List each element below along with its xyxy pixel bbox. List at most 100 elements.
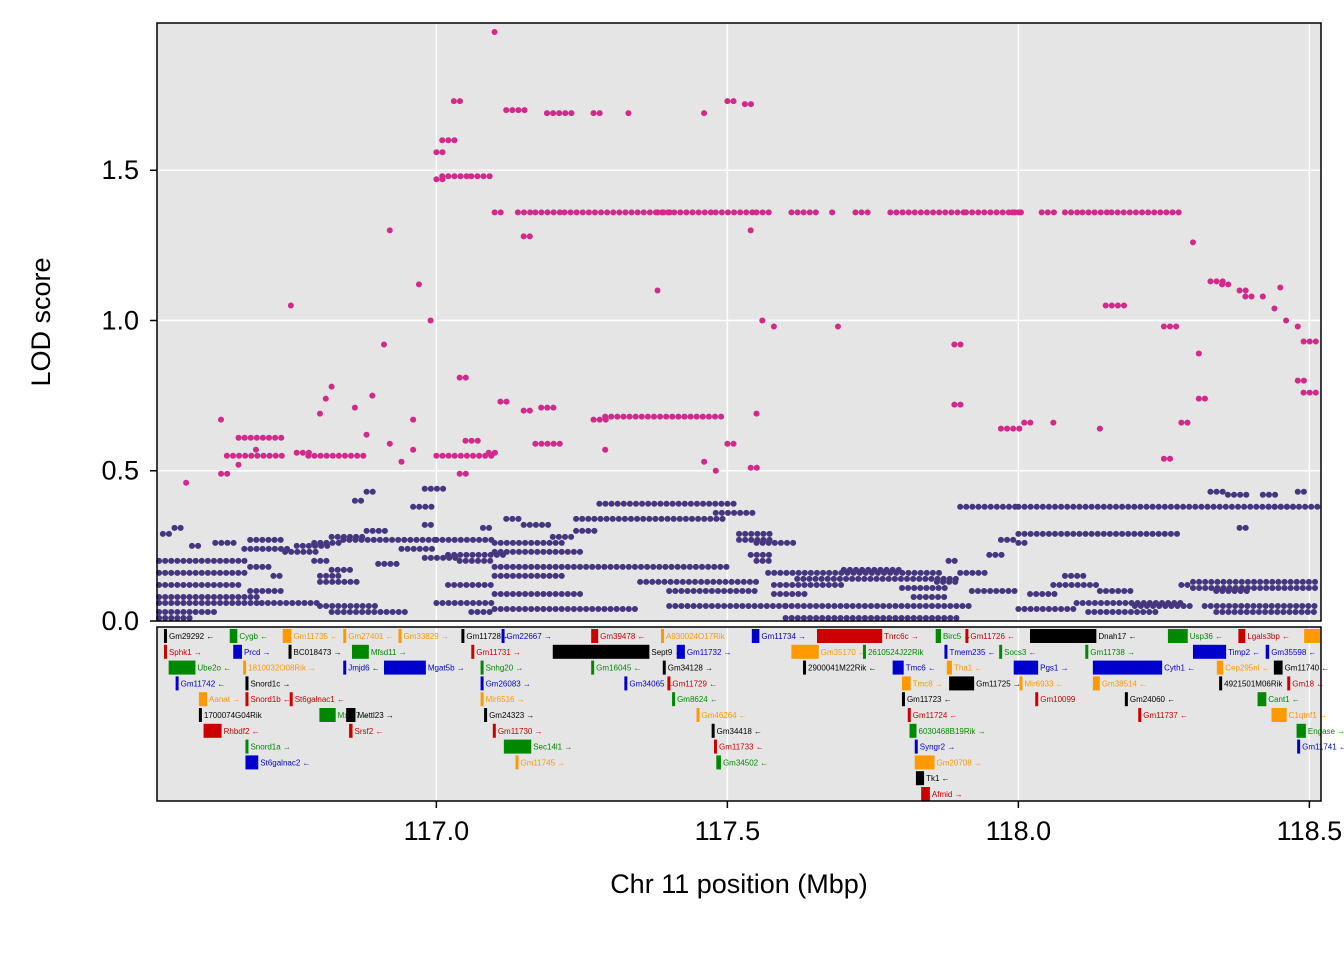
gene-box [892, 660, 904, 675]
gene-box [198, 692, 208, 707]
gene-box [965, 629, 969, 643]
gene-box [319, 708, 336, 722]
gene-label: Aanat → [209, 695, 240, 704]
gene-label: Gm20708 → [937, 758, 982, 767]
gene-label: Gm34065 ← [629, 679, 674, 688]
gene-label: St6galnac2 ← [260, 758, 310, 767]
gene-label: Gm11724 ← [913, 711, 958, 720]
gene: 1700074G04Rik [198, 708, 263, 722]
gene-label: Tmc8 → [913, 679, 943, 688]
gene: St6galnac2 ← [245, 755, 311, 770]
gene-label: Syngr2 → [920, 743, 956, 752]
gene: Cep295nl ← [1216, 660, 1270, 675]
gene-label: Gm8624 ← [677, 695, 718, 704]
gene-box [921, 787, 930, 801]
lod-point [1189, 239, 1196, 246]
lod-point [701, 110, 708, 117]
gene-label: 2900041M22Rik ← [808, 664, 876, 673]
gene-label: C1qtnf1 → [1289, 711, 1327, 720]
gene-box [662, 660, 666, 675]
gene-box [343, 629, 347, 643]
gene-label: Gm10099 [1040, 695, 1076, 704]
gene-box [163, 644, 167, 659]
gene-box [944, 644, 948, 659]
gene-label: Timp2 ← [1228, 648, 1260, 657]
gene-label: Snord1c → [250, 679, 290, 688]
gene-label: Tnrc6c → [884, 632, 919, 641]
gene: Gm11728 ← [461, 629, 511, 643]
gene: Srsf2 ← [349, 723, 383, 738]
gene: 4921501M06Rik [1219, 676, 1283, 691]
gene: Snhg20 → [480, 660, 523, 675]
gene-label: Cep295nl ← [1225, 664, 1269, 673]
gene-box [198, 708, 202, 722]
gene-box [909, 723, 917, 738]
gene: Lgals3bp ← [1238, 629, 1290, 643]
gene-label: Mgat5b → [428, 664, 465, 673]
gene: 2900041M22Rik ← [803, 660, 877, 675]
gene-label: Socs3 ← [1004, 648, 1036, 657]
lod-point [183, 479, 190, 486]
gene-box [1287, 676, 1291, 691]
gene-box [229, 629, 238, 643]
gene-box [245, 739, 249, 754]
gene: Sphk1 → [163, 644, 202, 659]
gene-label: Gm11730 → [498, 727, 543, 736]
lod-point [363, 431, 370, 438]
gene-box [1085, 644, 1089, 659]
lod-point [654, 287, 661, 294]
gene-box [862, 644, 866, 659]
gene-label: Pgs1 → [1040, 664, 1068, 673]
gene: Gm11737 ← [1138, 708, 1188, 722]
gene-box [245, 692, 249, 707]
gene-box [907, 708, 911, 722]
lod-point [386, 440, 393, 447]
lod-point [1271, 305, 1278, 312]
gene: Tmem235 ← [944, 644, 996, 659]
lod-point [316, 410, 323, 417]
gene-label: Gm34502 ← [723, 758, 768, 767]
gene-label: Tk1 ← [926, 774, 950, 783]
gene: Gm11738 → [1085, 644, 1135, 659]
gene-box [243, 660, 247, 675]
gene-label: Birc5 → [943, 632, 971, 641]
gene-label: Tha1 ← [954, 664, 982, 673]
gene-box [383, 660, 426, 675]
y-tick-label: 0.5 [101, 456, 139, 486]
gene: Gm34502 ← [716, 755, 768, 770]
gene: Gm11726 ← [965, 629, 1015, 643]
x-tick-label: 117.0 [404, 816, 470, 846]
gene: Gm11734 → [751, 629, 806, 643]
gene-label: Gm24060 ← [1130, 695, 1175, 704]
gene-label: Gm11728 ← [466, 632, 511, 641]
gene-label: Gm11734 → [761, 632, 806, 641]
lod-point [1283, 317, 1290, 324]
gene-box [501, 629, 505, 643]
gene-box [1271, 708, 1287, 722]
plot-frame [156, 22, 1322, 622]
gene: Gm20708 → [914, 755, 982, 770]
lod-series-low [156, 485, 1322, 621]
gene-label: Tmc6 ← [906, 664, 936, 673]
gene-label: Mettl23 → [357, 711, 393, 720]
gene-label: Gm34418 ← [717, 727, 762, 736]
gene-label: 6030468B19Rik → [919, 727, 986, 736]
gene-box [1273, 660, 1283, 675]
lod-point [834, 323, 841, 330]
lod-point [625, 110, 632, 117]
gene-box [1092, 660, 1163, 675]
y-axis-ticks: 0.0 0.5 1.0 1.5 [101, 155, 157, 636]
gene-box [471, 644, 475, 659]
gene-label: Gm16045 ← [596, 664, 641, 673]
gene: A930024O17Rik [661, 629, 726, 643]
gene-label: Afmid → [932, 790, 963, 799]
gene-box [676, 644, 685, 659]
y-tick-label: 1.5 [101, 155, 139, 185]
gene-box [515, 755, 519, 770]
gene-box [349, 723, 353, 738]
gene-box [480, 692, 484, 707]
gene: Gm11745 → [515, 755, 565, 770]
gene: Gm27401 ← [343, 629, 394, 643]
gene: 6030468B19Rik → [909, 723, 986, 738]
